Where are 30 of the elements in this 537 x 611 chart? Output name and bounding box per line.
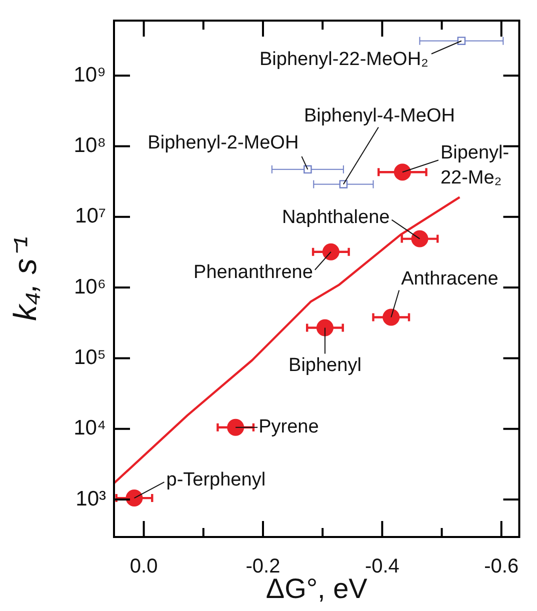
- point: [322, 243, 340, 260]
- y-tick-label: 10⁸: [74, 134, 106, 158]
- y-tick-label: 10³: [76, 487, 106, 510]
- point: [339, 180, 348, 188]
- point: [316, 319, 334, 336]
- x-tick-label: 0.0: [130, 556, 158, 578]
- annotation: Anthracene: [401, 268, 498, 290]
- annotation: Biphenyl-22-MeOH₂: [259, 49, 428, 70]
- point: [382, 308, 400, 326]
- y-tick-label: 10⁷: [75, 204, 106, 228]
- point: [394, 164, 411, 181]
- point: [227, 418, 244, 436]
- y-tick-label: 10⁹: [74, 63, 106, 86]
- annotation: Biphenyl: [288, 354, 362, 376]
- annotation: Naphthalene: [282, 207, 390, 228]
- y-tick-label: 10⁴: [74, 416, 106, 440]
- annotation: p-Terphenyl: [166, 469, 266, 490]
- point: [126, 490, 143, 507]
- annotation: Phenanthrene: [194, 262, 313, 284]
- y-axis-title: k₄, s⁻¹: [7, 236, 44, 321]
- y-tick-label: 10⁵: [74, 346, 106, 370]
- x-tick-label: -0.6: [484, 556, 519, 578]
- y-tick-label: 10⁶: [74, 275, 106, 298]
- annotation: Biphenyl-4-MeOH: [304, 105, 455, 126]
- point: [304, 165, 312, 174]
- point: [457, 36, 466, 45]
- annotation: Bipenyl- 22-Me₂: [440, 142, 510, 188]
- annotation: Biphenyl-2-MeOH: [148, 132, 299, 154]
- point: [411, 230, 428, 248]
- annotation: Pyrene: [258, 416, 319, 438]
